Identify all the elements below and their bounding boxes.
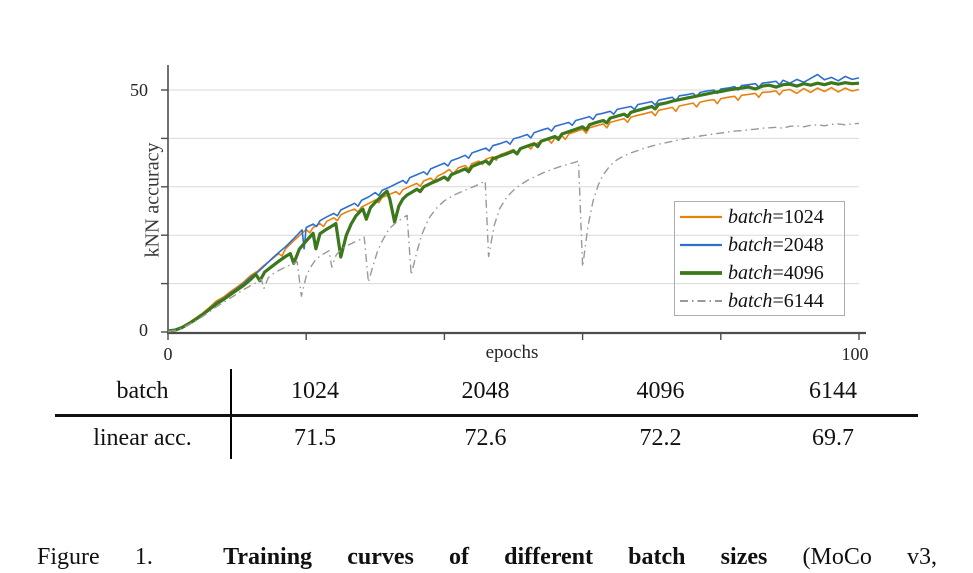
table-header-batch-6144: 6144 bbox=[748, 369, 918, 417]
legend-item-batch-2048: batch=2048 bbox=[675, 231, 844, 259]
legend-item-batch-1024: batch=1024 bbox=[675, 203, 844, 231]
caption-line-1: Figure 1. Training curves of different b… bbox=[37, 544, 937, 570]
table-value-1024: 71.5 bbox=[294, 425, 336, 451]
legend-line-sample bbox=[680, 271, 722, 275]
x-tick-label-100: 100 bbox=[841, 344, 869, 364]
table-header-batch-2048: 2048 bbox=[398, 369, 573, 417]
curve-batch-4096 bbox=[167, 81, 860, 333]
table-value-6144: 69.7 bbox=[812, 425, 854, 451]
legend-item-batch-4096: batch=4096 bbox=[675, 259, 844, 287]
y-tick-label-0: 0 bbox=[139, 320, 148, 340]
linear-accuracy-table: batch 1024 2048 4096 6144 linear acc. 71… bbox=[55, 369, 918, 459]
legend-item-batch-6144: batch=6144 bbox=[675, 287, 844, 315]
y-axis-label: kNN accuracy bbox=[141, 142, 164, 258]
table-row-label: linear acc. bbox=[55, 417, 232, 459]
legend-box: batch=1024 batch=2048 batch=4096 batch=6… bbox=[674, 201, 845, 316]
legend-label: batch=4096 bbox=[728, 261, 824, 284]
table-header-batch-1024: 1024 bbox=[232, 369, 398, 417]
x-axis-label: epochs bbox=[485, 342, 539, 363]
legend-label: batch=6144 bbox=[728, 289, 824, 312]
x-tick-label-0: 0 bbox=[163, 344, 173, 364]
table-value-2048: 72.6 bbox=[464, 425, 507, 451]
table-value-4096: 72.2 bbox=[639, 425, 682, 451]
table-header-label: batch bbox=[55, 369, 232, 417]
training-curves-plot bbox=[161, 65, 866, 340]
legend-line-sample bbox=[680, 300, 722, 302]
table-header-batch-4096: 4096 bbox=[573, 369, 748, 417]
legend-label: batch=1024 bbox=[728, 205, 824, 228]
legend-line-sample bbox=[680, 215, 722, 219]
curve-batch-6144 bbox=[167, 122, 860, 333]
figure-caption: Figure 1. Training curves of different b… bbox=[37, 470, 937, 573]
legend-label: batch=2048 bbox=[728, 233, 824, 256]
y-tick-label-50: 50 bbox=[130, 80, 148, 100]
legend-line-sample bbox=[680, 243, 722, 247]
